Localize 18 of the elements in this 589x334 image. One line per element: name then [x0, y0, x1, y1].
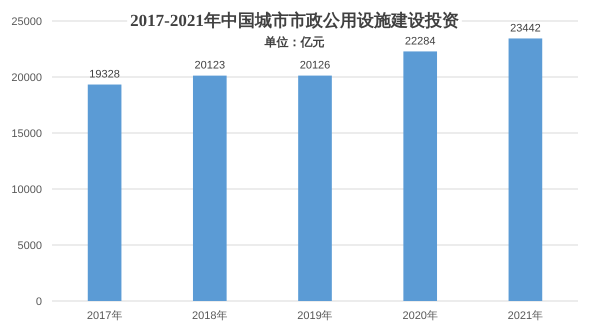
data-label: 23442: [510, 22, 541, 34]
x-tick-label: 2019年: [297, 310, 333, 322]
x-tick-label: 2021年: [508, 310, 544, 322]
data-label: 19328: [89, 68, 120, 81]
y-tick-label: 10000: [11, 184, 42, 196]
chart-title: 2017-2021年中国城市市政公用设施建设投资: [130, 11, 459, 30]
y-tick-label: 15000: [11, 128, 42, 140]
x-tick-label: 2020年: [402, 310, 438, 322]
y-tick-label: 5000: [18, 240, 42, 252]
y-tick-label: 20000: [11, 72, 42, 84]
data-label: 20123: [194, 60, 226, 72]
y-tick-label: 25000: [11, 16, 42, 28]
x-tick-label: 2017年: [86, 310, 122, 322]
data-label: 20126: [300, 60, 330, 72]
x-tick-label: 2018年: [192, 310, 228, 322]
y-tick-label: 0: [36, 296, 42, 308]
text: 单位：亿元: [264, 35, 324, 49]
data-label: 22284: [404, 35, 436, 48]
